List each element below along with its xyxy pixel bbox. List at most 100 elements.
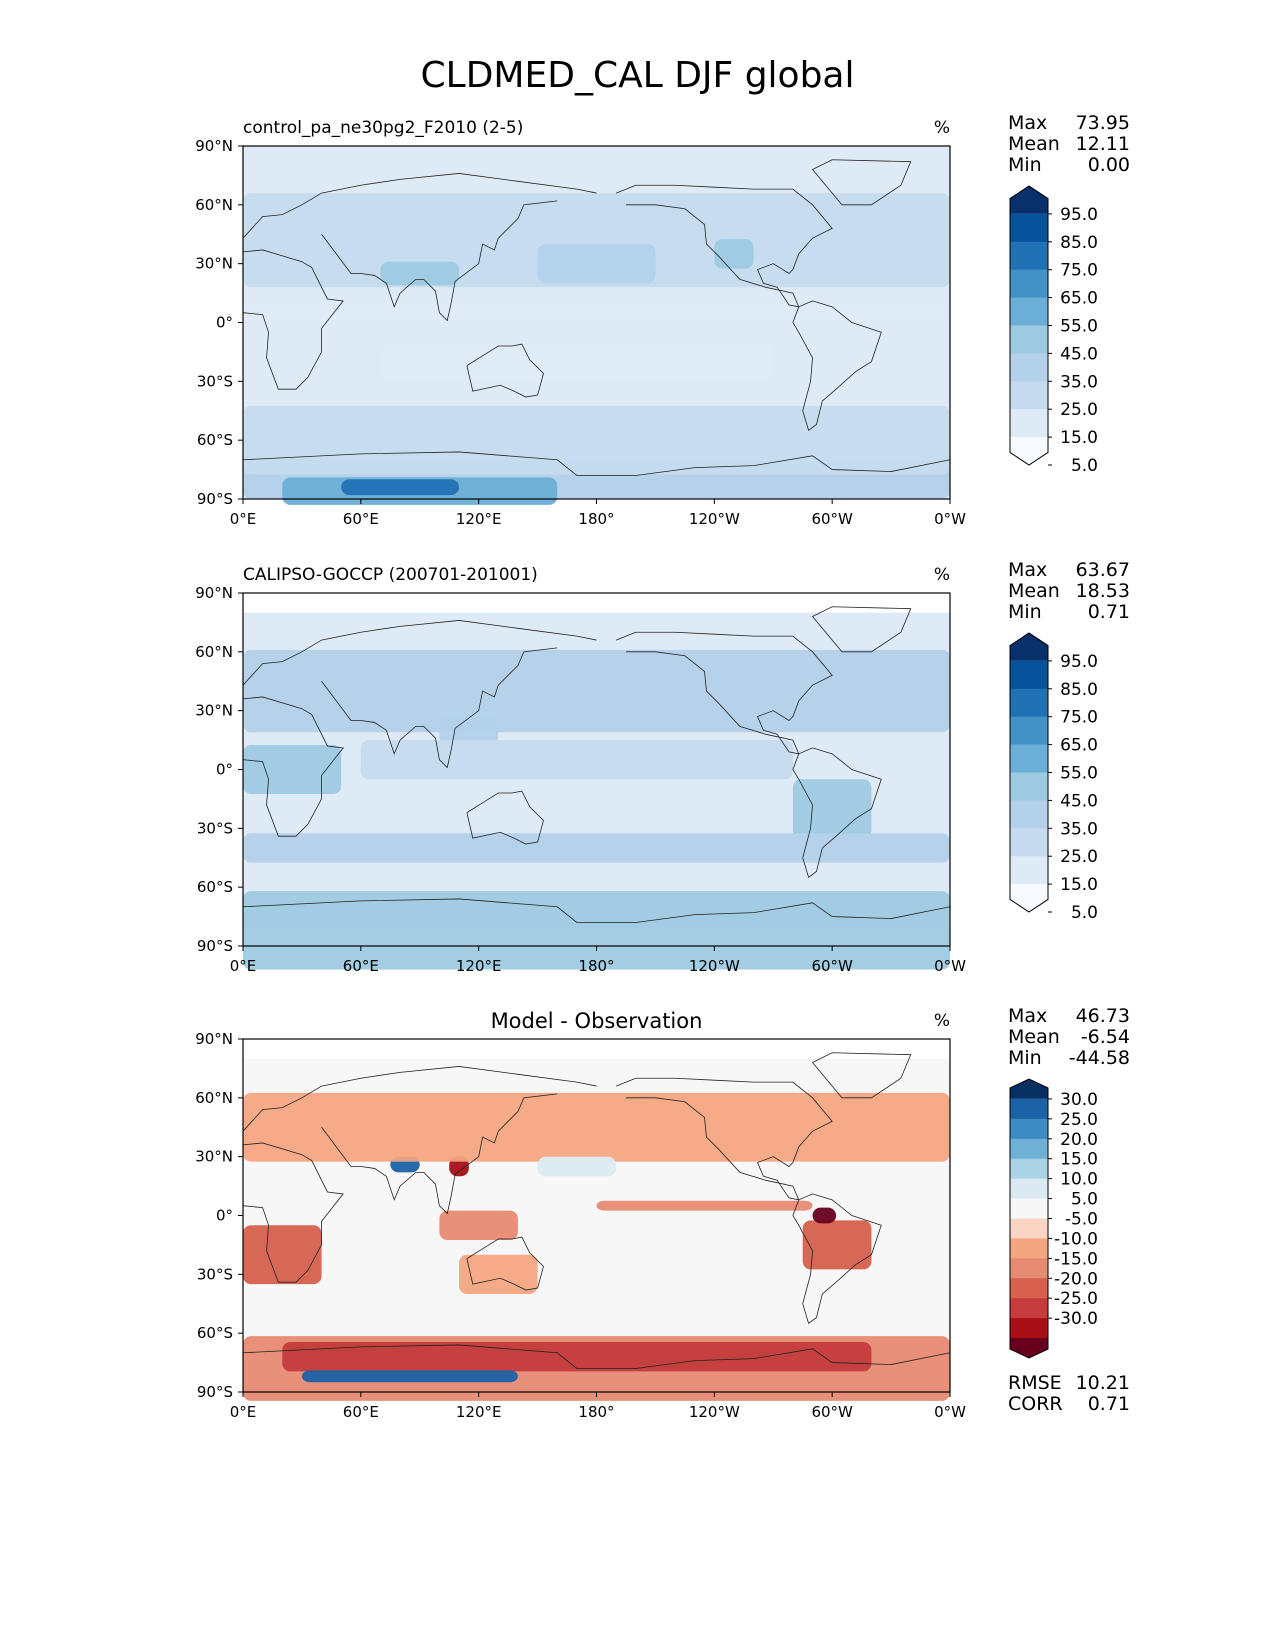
min-value: 0.71 xyxy=(1087,601,1130,623)
colorbar-segment xyxy=(1010,409,1048,438)
coastline xyxy=(242,451,951,476)
plot-title: control_pa_ne30pg2_F2010 (2-5) xyxy=(243,118,523,138)
coastline xyxy=(792,747,882,879)
colorbar-label: 55.0 xyxy=(1060,317,1098,337)
colorbar-label: 5.0 xyxy=(1071,903,1098,923)
x-tick-label: 60°E xyxy=(343,1403,379,1421)
colorbar-extend-top xyxy=(1010,633,1048,661)
colorbar-segment xyxy=(1010,1098,1048,1120)
colorbar-label: 15.0 xyxy=(1060,1150,1098,1170)
y-tick-label: 90°S xyxy=(197,1383,233,1401)
colorbar-segment xyxy=(1010,688,1048,718)
panel-obs: CALIPSO-GOCCP (200701-201001)% 0°E 60°E 120… xyxy=(0,0,1275,975)
colorbar-label: 55.0 xyxy=(1060,764,1098,784)
field-region xyxy=(243,891,950,970)
coastline xyxy=(321,200,558,322)
map-model: control_pa_ne30pg2_F2010 (2-5) % 0°E 60°E 12… xyxy=(195,118,1098,528)
colorbar-segment xyxy=(1010,297,1048,326)
y-tick-label: 30°N xyxy=(195,702,233,720)
colorbar-label: 35.0 xyxy=(1060,372,1098,392)
x-tick-label: 60°W xyxy=(811,957,853,975)
colorbar-label: 45.0 xyxy=(1060,791,1098,811)
field-region xyxy=(243,302,950,323)
x-tick-label: 120°W xyxy=(689,510,740,528)
coastline xyxy=(466,1236,544,1291)
field-region xyxy=(792,779,872,839)
y-tick-label: 90°N xyxy=(195,137,233,155)
coastline xyxy=(242,1066,597,1132)
coastline xyxy=(242,173,597,239)
y-tick-label: 60°S xyxy=(197,1324,233,1342)
colorbar-label: 65.0 xyxy=(1060,736,1098,756)
colorbar-segment xyxy=(1010,1318,1048,1339)
x-tick-label: 120°W xyxy=(689,1403,740,1421)
units-label: % xyxy=(934,1011,950,1031)
colorbar-segment xyxy=(1010,716,1048,746)
colorbar-segment xyxy=(1010,1298,1048,1319)
coastline xyxy=(242,249,344,390)
colorbar-segment xyxy=(1010,1278,1048,1299)
mean-label: Mean xyxy=(1008,1026,1060,1048)
coastline xyxy=(242,696,344,837)
y-tick-label: 0° xyxy=(216,314,233,332)
colorbar-label: 20.0 xyxy=(1060,1130,1098,1150)
coastline xyxy=(811,159,912,206)
field-region xyxy=(596,1200,813,1211)
colorbar-segment xyxy=(1010,325,1048,354)
colorbar-segment xyxy=(1010,241,1048,271)
x-tick-label: 60°W xyxy=(811,510,853,528)
min-value: 0.00 xyxy=(1087,154,1130,176)
field-region xyxy=(459,1254,538,1294)
colorbar-extend-bottom xyxy=(1010,1338,1048,1358)
colorbar-label: 35.0 xyxy=(1060,819,1098,839)
colorbar-segment xyxy=(1010,1138,1048,1160)
colorbar-label: 85.0 xyxy=(1060,680,1098,700)
y-tick-label: 60°N xyxy=(195,196,233,214)
coastline xyxy=(466,790,544,845)
mean-value: -6.54 xyxy=(1080,1026,1130,1048)
field-region xyxy=(243,649,950,733)
field-region xyxy=(380,342,774,382)
colorbar-label: 75.0 xyxy=(1060,708,1098,728)
colorbar-segment xyxy=(1010,1158,1048,1180)
y-tick-label: 30°S xyxy=(197,1265,233,1283)
mean-label: Mean xyxy=(1008,580,1060,602)
coastline xyxy=(466,343,544,398)
colorbar-label: 30.0 xyxy=(1060,1090,1098,1110)
x-tick-label: 180° xyxy=(578,1403,614,1421)
colorbar-segment xyxy=(1010,1238,1048,1259)
max-value: 46.73 xyxy=(1075,1005,1130,1027)
field-region xyxy=(380,261,460,286)
field-region xyxy=(243,744,342,795)
panel-diff: Model - Observation% 0°E 60°E 120°E 180° 120°… xyxy=(0,0,1275,1421)
colorbar-label: -20.0 xyxy=(1054,1269,1098,1289)
colorbar-extend-bottom xyxy=(1010,884,1048,912)
x-tick-label: 180° xyxy=(578,510,614,528)
max-label: Max xyxy=(1008,1005,1048,1027)
mean-value: 18.53 xyxy=(1075,580,1130,602)
colorbar-label: -15.0 xyxy=(1054,1249,1098,1269)
colorbar-label: -10.0 xyxy=(1054,1229,1098,1249)
coastline xyxy=(321,647,558,769)
colorbar-extend-bottom xyxy=(1010,437,1048,465)
x-tick-label: 0°E xyxy=(230,510,257,528)
coastline xyxy=(811,606,912,653)
colorbar-label: 5.0 xyxy=(1071,1190,1098,1210)
y-tick-label: 30°S xyxy=(197,819,233,837)
colorbar-label: -30.0 xyxy=(1054,1309,1098,1329)
field-region xyxy=(714,239,754,269)
colorbar-segment xyxy=(1010,269,1048,299)
x-tick-label: 120°E xyxy=(456,510,502,528)
coastline xyxy=(242,898,951,923)
colorbar-label: 95.0 xyxy=(1060,652,1098,672)
colorbar-outline xyxy=(1009,632,1049,913)
colorbar-segment xyxy=(1010,381,1048,410)
colorbar-label: 15.0 xyxy=(1060,875,1098,895)
field-region xyxy=(802,1220,872,1270)
colorbar-segment xyxy=(1010,1118,1048,1140)
colorbar-label: 25.0 xyxy=(1060,1110,1098,1130)
field-region xyxy=(243,833,950,863)
colorbar-segment xyxy=(1010,828,1048,857)
coastline xyxy=(811,1052,912,1099)
colorbar-segment xyxy=(1010,213,1048,243)
